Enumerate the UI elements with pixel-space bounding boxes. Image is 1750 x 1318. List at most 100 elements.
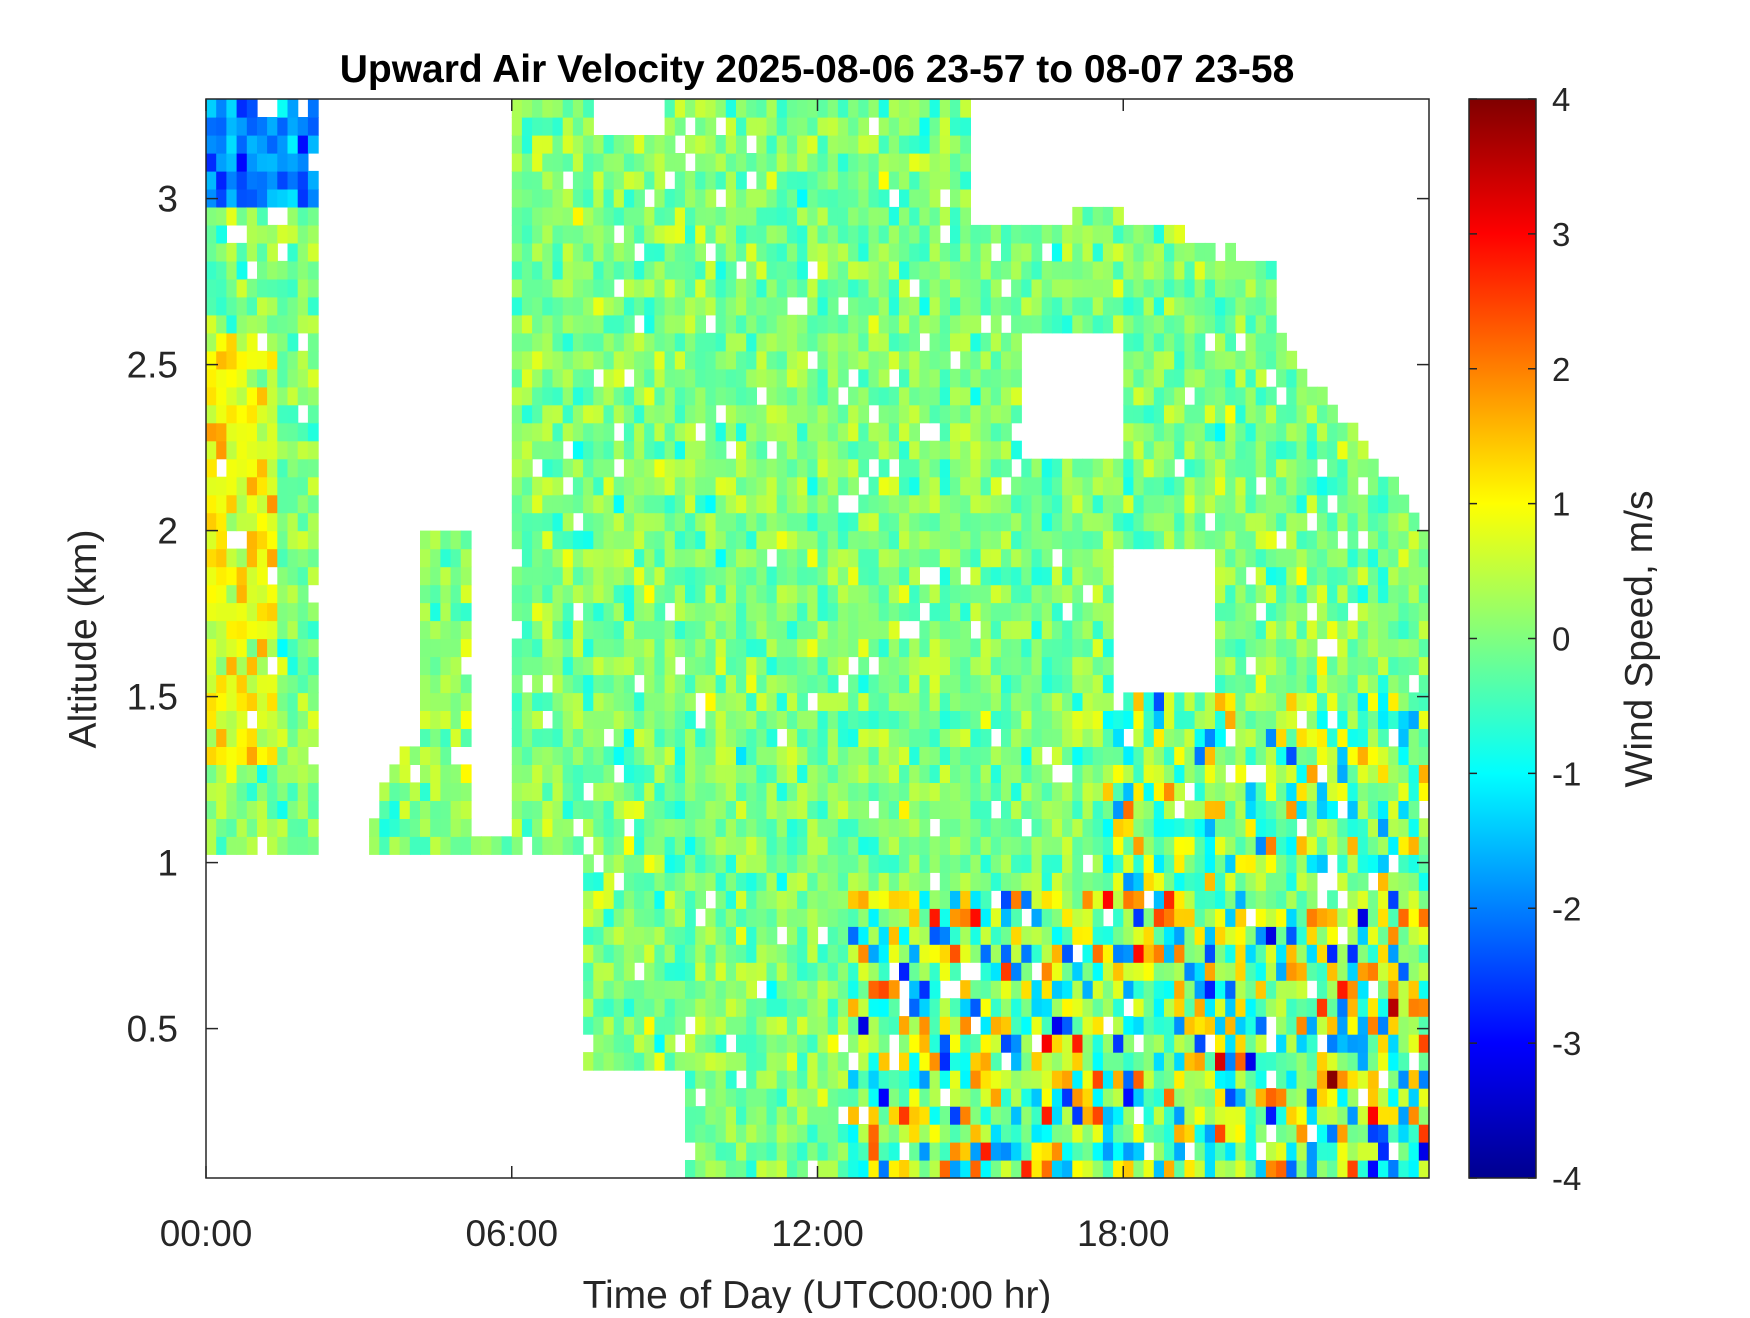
heatmap-cell <box>899 548 910 568</box>
heatmap-cell <box>1194 332 1206 352</box>
heatmap-cell <box>858 890 870 909</box>
heatmap-cell <box>817 422 829 442</box>
heatmap-cell <box>307 368 319 388</box>
heatmap-cell <box>1051 260 1063 280</box>
heatmap-cell <box>532 746 543 765</box>
heatmap-cell <box>929 440 941 460</box>
heatmap-cell <box>715 1052 727 1071</box>
heatmap-cell <box>1316 548 1328 568</box>
heatmap-cell <box>1174 890 1185 909</box>
heatmap-cell <box>950 188 961 208</box>
heatmap-cell <box>1296 728 1308 747</box>
heatmap-cell <box>613 350 625 370</box>
heatmap-cell <box>1082 710 1094 729</box>
heatmap-cell <box>837 153 849 172</box>
heatmap-cell <box>797 674 808 694</box>
heatmap-cell <box>827 350 839 370</box>
heatmap-cell <box>267 728 278 747</box>
heatmap-cell <box>664 476 676 496</box>
heatmap-cell <box>216 746 227 765</box>
heatmap-cell <box>685 998 696 1017</box>
heatmap-cell <box>1367 1052 1379 1071</box>
heatmap-cell <box>766 620 778 640</box>
heatmap-cell <box>532 818 543 837</box>
heatmap-cell <box>980 224 992 244</box>
heatmap-cell <box>848 350 859 370</box>
heatmap-cell <box>246 188 258 208</box>
heatmap-cell <box>1276 890 1287 909</box>
heatmap-cell <box>705 638 717 658</box>
heatmap-cell <box>695 260 706 280</box>
heatmap-cell <box>644 800 655 819</box>
heatmap-cell <box>817 494 829 514</box>
heatmap-cell <box>532 620 543 640</box>
heatmap-cell <box>542 476 554 496</box>
heatmap-cell <box>1337 1052 1349 1071</box>
heatmap-cell <box>909 980 920 999</box>
heatmap-cell <box>827 224 839 244</box>
heatmap-cell <box>654 926 666 945</box>
heatmap-cell <box>1001 746 1012 765</box>
heatmap-cell <box>1255 674 1267 694</box>
heatmap-cell <box>1255 440 1267 460</box>
heatmap-cell <box>1133 350 1145 370</box>
heatmap-cell <box>511 224 523 244</box>
heatmap-cell <box>634 746 645 765</box>
heatmap-cell <box>430 584 441 604</box>
heatmap-cell <box>939 962 951 981</box>
heatmap-cell <box>603 746 615 765</box>
heatmap-cell <box>583 890 594 909</box>
heatmap-cell <box>980 332 992 352</box>
heatmap-cell <box>685 404 696 424</box>
heatmap-cell <box>888 332 900 352</box>
heatmap-cell <box>756 890 768 909</box>
heatmap-cell <box>1062 548 1073 568</box>
heatmap-cell <box>634 818 645 837</box>
heatmap-cell <box>868 278 880 298</box>
heatmap-cell <box>685 566 696 586</box>
heatmap-cell <box>216 188 227 208</box>
heatmap-cell <box>980 854 992 873</box>
heatmap-cell <box>267 422 278 442</box>
heatmap-cell <box>1286 746 1298 765</box>
heatmap-cell <box>817 638 829 658</box>
heatmap-cell <box>960 1142 971 1161</box>
heatmap-cell <box>1113 512 1124 532</box>
heatmap-cell <box>1021 638 1033 658</box>
heatmap-cell <box>277 117 289 136</box>
heatmap-cell <box>878 206 890 226</box>
heatmap-cell <box>1051 1142 1063 1161</box>
heatmap-cell <box>1204 926 1216 945</box>
heatmap-cell <box>878 386 890 406</box>
heatmap-cell <box>827 386 839 406</box>
heatmap-cell <box>603 188 615 208</box>
heatmap-cell <box>572 242 584 262</box>
heatmap-cell <box>1388 512 1399 532</box>
heatmap-cell <box>919 1124 931 1143</box>
heatmap-cell <box>216 692 227 711</box>
heatmap-cell <box>736 674 747 694</box>
heatmap-cell <box>246 512 258 532</box>
heatmap-cell <box>1001 458 1012 478</box>
heatmap-cell <box>664 890 676 909</box>
heatmap-cell <box>695 530 706 550</box>
heatmap-cell <box>929 188 941 208</box>
heatmap-cell <box>542 728 554 747</box>
heatmap-cell <box>257 117 268 136</box>
heatmap-cell <box>1001 242 1012 262</box>
heatmap-cell <box>848 1106 859 1125</box>
heatmap-cell <box>1398 746 1410 765</box>
heatmap-cell <box>797 99 808 118</box>
heatmap-cell <box>1143 872 1155 891</box>
heatmap-cell <box>1051 1070 1063 1089</box>
heatmap-cell <box>858 944 870 963</box>
heatmap-cell <box>664 296 676 316</box>
heatmap-cell <box>420 530 431 550</box>
heatmap-cell <box>257 476 268 496</box>
heatmap-cell <box>1031 710 1043 729</box>
heatmap-cell <box>685 710 696 729</box>
heatmap-cell <box>939 728 951 747</box>
heatmap-cell <box>1245 1052 1257 1071</box>
heatmap-cell <box>297 422 309 442</box>
heatmap-cell <box>1265 908 1277 927</box>
